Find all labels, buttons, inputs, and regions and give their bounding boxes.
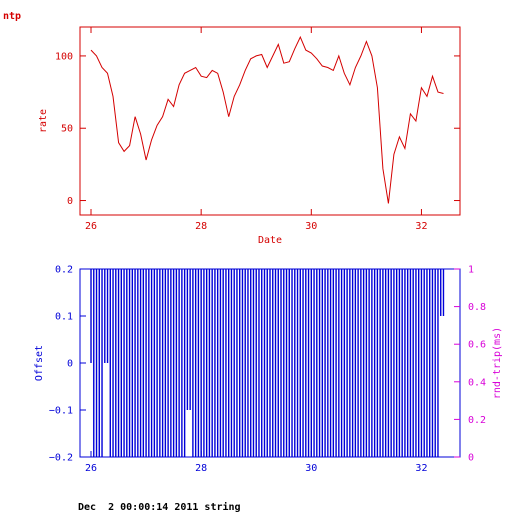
rate-plot-frame	[79, 26, 461, 216]
roundtrip-y-tick-label: 0	[468, 453, 474, 464]
roundtrip-y-tick-label: 0.2	[468, 415, 486, 426]
offset-y-tick-label: 0.2	[55, 265, 73, 276]
rate-chart: 0 50 100 26 28 30 32 Date rate	[38, 26, 461, 246]
roundtrip-y-tick-label: 1	[468, 265, 474, 276]
rate-x-tick-label: 26	[85, 221, 97, 232]
offset-y-axis-label: Offset	[34, 345, 45, 381]
footer-timestamp: Dec 2 00:00:14 2011 string	[78, 501, 241, 512]
rate-x-ticks: 26 28 30 32	[85, 27, 427, 232]
offset-y-tick-label: −0.1	[49, 406, 73, 417]
rate-x-tick-label: 28	[195, 221, 207, 232]
offset-x-ticks: 26 28 30 32	[85, 451, 427, 474]
rate-x-tick-label: 30	[305, 221, 317, 232]
offset-chart: −0.2−0.100.10.2 00.20.40.60.81 26 28 30 32 …	[34, 265, 503, 475]
offset-y-ticks: −0.2 −0.1 0 0.1 0.2	[49, 265, 86, 464]
offset-y-tick-label: 0.1	[55, 312, 73, 323]
offset-x-tick-label: 32	[415, 463, 427, 474]
rate-y-tick-label: 100	[55, 51, 73, 62]
offset-x-tick-label: 30	[305, 463, 317, 474]
offset-x-tick-label: 26	[85, 463, 97, 474]
offset-bars	[90, 269, 445, 457]
roundtrip-y-tick-label: 0.4	[468, 377, 486, 388]
offset-x-tick-label: 28	[195, 463, 207, 474]
corner-label: ntp	[3, 11, 21, 22]
roundtrip-y-tick-label: 0.8	[468, 302, 486, 313]
rate-y-tick-label: 50	[61, 124, 73, 135]
rate-x-tick-label: 32	[415, 221, 427, 232]
roundtrip-y-axis-label: rnd-trip(ms)	[492, 327, 503, 399]
rate-y-ticks: 0 50 100	[55, 51, 460, 207]
rate-y-tick-label: 0	[67, 196, 73, 207]
roundtrip-y-tick-label: 0.6	[468, 340, 486, 351]
offset-y-tick-label: 0	[67, 359, 73, 370]
rate-series-line	[90, 35, 444, 204]
roundtrip-y-ticks: 0 0.2 0.4 0.6 0.8 1	[454, 265, 486, 464]
rate-y-axis-label: rate	[38, 109, 49, 133]
offset-y-tick-label: −0.2	[49, 453, 73, 464]
rate-x-axis-label: Date	[258, 235, 282, 246]
